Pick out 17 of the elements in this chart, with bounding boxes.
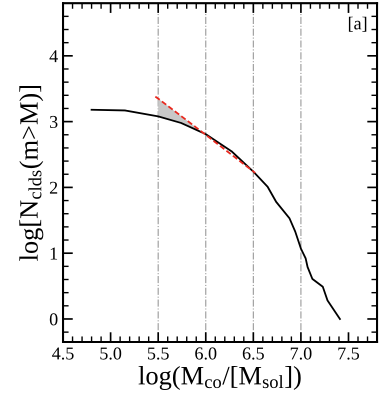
line-series xyxy=(90,108,341,320)
y-tick-label: 1 xyxy=(50,248,58,260)
x-axis-title: log(M$_{co}$/[M$_{sol}$]) xyxy=(138,366,301,390)
y-tick-label: 2 xyxy=(50,182,58,194)
y-tick-label: 3 xyxy=(50,116,58,128)
y-tick-label: 4 xyxy=(49,50,58,62)
x-tick-label: 5.5 xyxy=(148,348,169,360)
y-tick-label: 0 xyxy=(50,313,58,326)
x-tick-label: 4.5 xyxy=(52,348,74,360)
x-tick-label: 7.0 xyxy=(290,347,312,360)
y-axis-title: log[N$_{clds}$(m>M)] xyxy=(19,86,44,261)
line-series xyxy=(154,96,256,174)
x-tick-label: 6.5 xyxy=(242,347,264,360)
annotation: [a] xyxy=(348,16,366,32)
x-tick-label: 7.5 xyxy=(338,348,360,360)
x-tick-label: 6.0 xyxy=(195,347,216,360)
x-tick-label: 5.0 xyxy=(100,347,122,360)
